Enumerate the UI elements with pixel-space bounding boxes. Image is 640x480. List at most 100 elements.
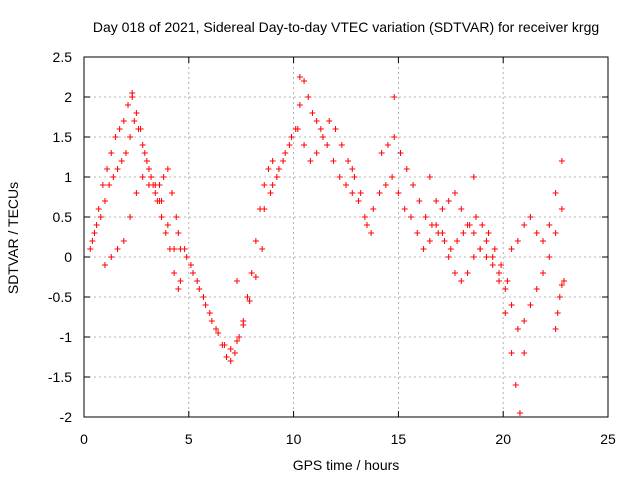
data-point (208, 318, 215, 324)
data-point (120, 118, 127, 124)
data-point (252, 274, 259, 280)
data-point (143, 158, 150, 164)
data-point (552, 326, 559, 332)
data-point (552, 230, 559, 236)
data-point (472, 214, 479, 220)
x-tick-label: 10 (286, 431, 302, 447)
data-point (540, 238, 547, 244)
x-tick-label: 20 (495, 431, 511, 447)
data-point (332, 126, 339, 132)
data-point (259, 246, 266, 252)
data-point (454, 238, 461, 244)
data-point (521, 222, 528, 228)
data-point (244, 294, 251, 300)
data-point (466, 222, 473, 228)
data-point (127, 134, 134, 140)
data-point (355, 198, 362, 204)
data-point (206, 310, 213, 316)
data-point (445, 198, 452, 204)
data-point (508, 246, 515, 252)
data-point (439, 230, 446, 236)
data-point (101, 198, 108, 204)
data-point (236, 334, 243, 340)
data-point (120, 238, 127, 244)
data-point (376, 190, 383, 196)
data-point (248, 270, 255, 276)
data-point (183, 254, 190, 260)
data-point (280, 158, 287, 164)
data-point (560, 278, 567, 284)
data-point (395, 190, 402, 196)
data-point (231, 350, 238, 356)
data-point (301, 142, 308, 148)
data-point (296, 102, 303, 108)
data-point (552, 190, 559, 196)
y-tick-label: -0.5 (48, 289, 72, 305)
data-point (370, 206, 377, 212)
data-point (391, 94, 398, 100)
data-point (267, 190, 274, 196)
data-point (451, 190, 458, 196)
data-point (558, 206, 565, 212)
data-point (416, 198, 423, 204)
data-point (422, 214, 429, 220)
data-point (106, 182, 113, 188)
data-point (110, 174, 117, 180)
data-point (177, 246, 184, 252)
data-point (227, 346, 234, 352)
x-tick-label: 15 (391, 431, 407, 447)
data-point (433, 198, 440, 204)
data-point (458, 206, 465, 212)
data-point (343, 182, 349, 188)
data-point (470, 230, 477, 236)
data-point (139, 142, 146, 148)
data-point (470, 174, 477, 180)
data-point (246, 298, 253, 304)
data-point (336, 174, 343, 180)
data-point (414, 230, 421, 236)
data-point (129, 90, 136, 96)
data-point (131, 118, 138, 124)
data-point (489, 262, 496, 268)
data-point (485, 230, 492, 236)
data-point (502, 286, 509, 292)
data-point (428, 222, 435, 228)
data-point (349, 166, 356, 172)
data-point (273, 174, 280, 180)
data-points (87, 74, 567, 416)
data-point (357, 190, 364, 196)
data-point (97, 214, 104, 220)
data-point (410, 182, 417, 188)
data-point (439, 206, 446, 212)
data-point (491, 246, 498, 252)
data-point (189, 270, 196, 276)
data-point (213, 326, 220, 332)
data-point (533, 230, 540, 236)
data-point (313, 118, 320, 124)
data-point (234, 338, 241, 344)
data-point (330, 158, 337, 164)
data-point (533, 286, 540, 292)
y-tick-label: 2.5 (53, 49, 73, 65)
data-point (122, 150, 129, 156)
data-point (156, 198, 163, 204)
data-point (512, 382, 519, 388)
data-point (508, 350, 515, 356)
data-point (313, 150, 320, 156)
data-point (234, 278, 241, 284)
data-point (496, 278, 503, 284)
data-point (171, 270, 178, 276)
data-point (508, 302, 515, 308)
data-point (441, 238, 448, 244)
data-point (489, 254, 496, 260)
data-point (407, 214, 414, 220)
data-point (516, 410, 523, 416)
data-point (540, 270, 547, 276)
data-point (546, 254, 553, 260)
data-point (460, 230, 467, 236)
data-point (514, 238, 521, 244)
data-point (114, 246, 121, 252)
data-point (479, 222, 486, 228)
data-point (93, 222, 100, 228)
